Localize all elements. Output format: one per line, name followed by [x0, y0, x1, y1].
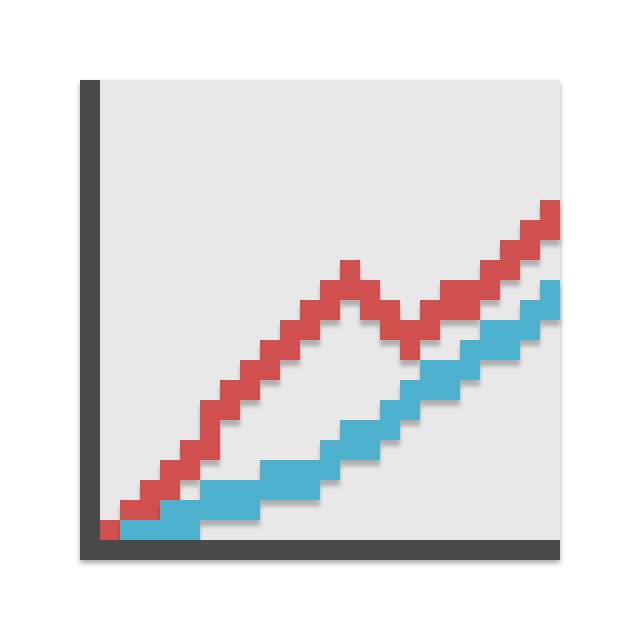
series-red-point: [520, 220, 540, 240]
series-red-point: [200, 400, 220, 420]
series-red-point: [300, 320, 320, 340]
series-blue-point: [320, 440, 340, 460]
series-red-point: [340, 280, 360, 300]
series-blue-point: [540, 280, 560, 300]
series-red-point: [400, 340, 420, 360]
series-blue-point: [340, 440, 360, 460]
series-red-point: [160, 460, 180, 480]
series-blue-point: [240, 480, 260, 500]
series-blue-point: [280, 480, 300, 500]
series-blue-point: [240, 500, 260, 520]
series-blue-point: [460, 360, 480, 380]
series-blue-point: [160, 520, 180, 540]
series-red-point: [260, 340, 280, 360]
series-blue-point: [360, 420, 380, 440]
series-red-point: [460, 300, 480, 320]
series-red-point: [340, 260, 360, 280]
series-red-point: [180, 440, 200, 460]
series-red-point: [440, 280, 460, 300]
series-blue-point: [260, 460, 280, 480]
series-red-point: [500, 240, 520, 260]
series-blue-point: [180, 500, 200, 520]
series-blue-point: [220, 480, 240, 500]
series-blue-point: [340, 420, 360, 440]
series-red-point: [140, 480, 160, 500]
series-blue-point: [460, 340, 480, 360]
series-red-point: [520, 240, 540, 260]
series-blue-point: [520, 300, 540, 320]
series-blue-point: [480, 320, 500, 340]
series-red-point: [480, 280, 500, 300]
series-blue-point: [440, 380, 460, 400]
series-red-point: [200, 440, 220, 460]
series-red-point: [360, 280, 380, 300]
series-red-point: [300, 300, 320, 320]
series-blue-point: [400, 380, 420, 400]
series-blue-point: [500, 340, 520, 360]
series-red-point: [460, 280, 480, 300]
series-blue-point: [440, 360, 460, 380]
series-red-point: [220, 400, 240, 420]
series-blue: [120, 280, 560, 540]
series-blue-point: [320, 460, 340, 480]
series-red-point: [240, 380, 260, 400]
series-blue-point: [500, 320, 520, 340]
series-blue-point: [380, 400, 400, 420]
series-red-point: [420, 300, 440, 320]
series-red: [100, 200, 560, 540]
series-red-point: [280, 340, 300, 360]
series-red-point: [380, 300, 400, 320]
series-red-point: [500, 260, 520, 280]
series-red-point: [260, 360, 280, 380]
series-red-point: [420, 320, 440, 340]
series-red-point: [120, 500, 140, 520]
y-axis: [80, 80, 100, 560]
series-red-point: [440, 300, 460, 320]
series-red-point: [280, 320, 300, 340]
series-red-point: [180, 460, 200, 480]
series-red-point: [200, 420, 220, 440]
series-blue-point: [520, 320, 540, 340]
series-red-point: [540, 200, 560, 220]
series-red-point: [400, 320, 420, 340]
series-blue-point: [180, 520, 200, 540]
series-blue-point: [220, 500, 240, 520]
series-blue-point: [420, 380, 440, 400]
series-blue-point: [360, 440, 380, 460]
series-red-point: [480, 260, 500, 280]
series-blue-point: [300, 460, 320, 480]
axes: [80, 80, 560, 560]
series-red-point: [140, 500, 160, 520]
series-red-point: [240, 360, 260, 380]
series-blue-point: [140, 520, 160, 540]
series-blue-point: [380, 420, 400, 440]
x-axis: [80, 540, 560, 560]
series-red-point: [380, 320, 400, 340]
series-red-point: [540, 220, 560, 240]
series-red-point: [160, 480, 180, 500]
series-blue-point: [480, 340, 500, 360]
series-blue-point: [400, 400, 420, 420]
series-blue-point: [120, 520, 140, 540]
series-blue-point: [200, 480, 220, 500]
series-blue-point: [160, 500, 180, 520]
series-layer: [100, 200, 560, 540]
series-red-point: [320, 280, 340, 300]
series-blue-point: [200, 500, 220, 520]
series-red-point: [100, 520, 120, 540]
series-red-point: [320, 300, 340, 320]
series-blue-point: [420, 360, 440, 380]
series-blue-point: [540, 300, 560, 320]
series-blue-point: [300, 480, 320, 500]
series-blue-point: [280, 460, 300, 480]
series-blue-point: [260, 480, 280, 500]
series-red-point: [360, 300, 380, 320]
series-red-point: [220, 380, 240, 400]
